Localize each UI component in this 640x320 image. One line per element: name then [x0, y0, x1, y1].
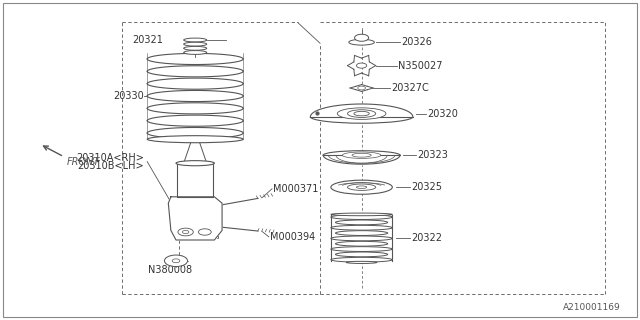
Circle shape [358, 86, 365, 90]
Text: M000371: M000371 [273, 184, 319, 194]
Ellipse shape [323, 151, 400, 160]
Ellipse shape [346, 261, 377, 263]
Text: 20330: 20330 [113, 91, 144, 101]
Ellipse shape [331, 213, 392, 216]
Ellipse shape [184, 46, 207, 50]
Ellipse shape [176, 161, 214, 166]
Ellipse shape [354, 111, 369, 116]
Text: 20322: 20322 [411, 233, 442, 244]
Text: 20326: 20326 [401, 37, 432, 47]
Ellipse shape [335, 220, 388, 225]
Ellipse shape [352, 153, 371, 157]
Circle shape [178, 228, 193, 236]
Ellipse shape [184, 38, 207, 42]
Ellipse shape [335, 252, 388, 257]
Circle shape [182, 230, 189, 234]
Ellipse shape [331, 180, 392, 194]
Circle shape [356, 63, 367, 68]
Ellipse shape [331, 247, 392, 252]
Circle shape [164, 255, 188, 267]
Text: 20310A<RH>: 20310A<RH> [76, 153, 144, 164]
Text: 20310B<LH>: 20310B<LH> [77, 161, 144, 172]
Ellipse shape [310, 110, 413, 123]
Polygon shape [177, 163, 213, 197]
Text: 20323: 20323 [417, 150, 448, 160]
Text: N350027: N350027 [398, 60, 443, 71]
Text: 20325: 20325 [411, 182, 442, 192]
Ellipse shape [184, 42, 207, 46]
Ellipse shape [184, 51, 207, 54]
Ellipse shape [342, 152, 381, 158]
Ellipse shape [331, 225, 392, 230]
Ellipse shape [356, 186, 367, 188]
Ellipse shape [331, 215, 392, 220]
Polygon shape [168, 197, 222, 240]
Text: A210001169: A210001169 [563, 303, 621, 312]
Ellipse shape [331, 257, 392, 262]
Circle shape [172, 259, 180, 263]
Ellipse shape [337, 108, 386, 119]
Text: FRONT: FRONT [67, 157, 100, 167]
Ellipse shape [355, 34, 369, 41]
Ellipse shape [147, 136, 243, 143]
Ellipse shape [349, 39, 374, 45]
Ellipse shape [335, 231, 388, 236]
Ellipse shape [348, 110, 376, 117]
Ellipse shape [348, 184, 376, 190]
Polygon shape [184, 141, 207, 163]
Ellipse shape [335, 241, 388, 246]
Text: N380008: N380008 [148, 265, 191, 276]
Text: M000394: M000394 [270, 232, 316, 242]
Ellipse shape [331, 236, 392, 241]
Circle shape [198, 229, 211, 235]
Text: 20321: 20321 [132, 35, 163, 45]
Text: 20327C: 20327C [392, 83, 429, 93]
Text: 20320: 20320 [427, 108, 458, 119]
